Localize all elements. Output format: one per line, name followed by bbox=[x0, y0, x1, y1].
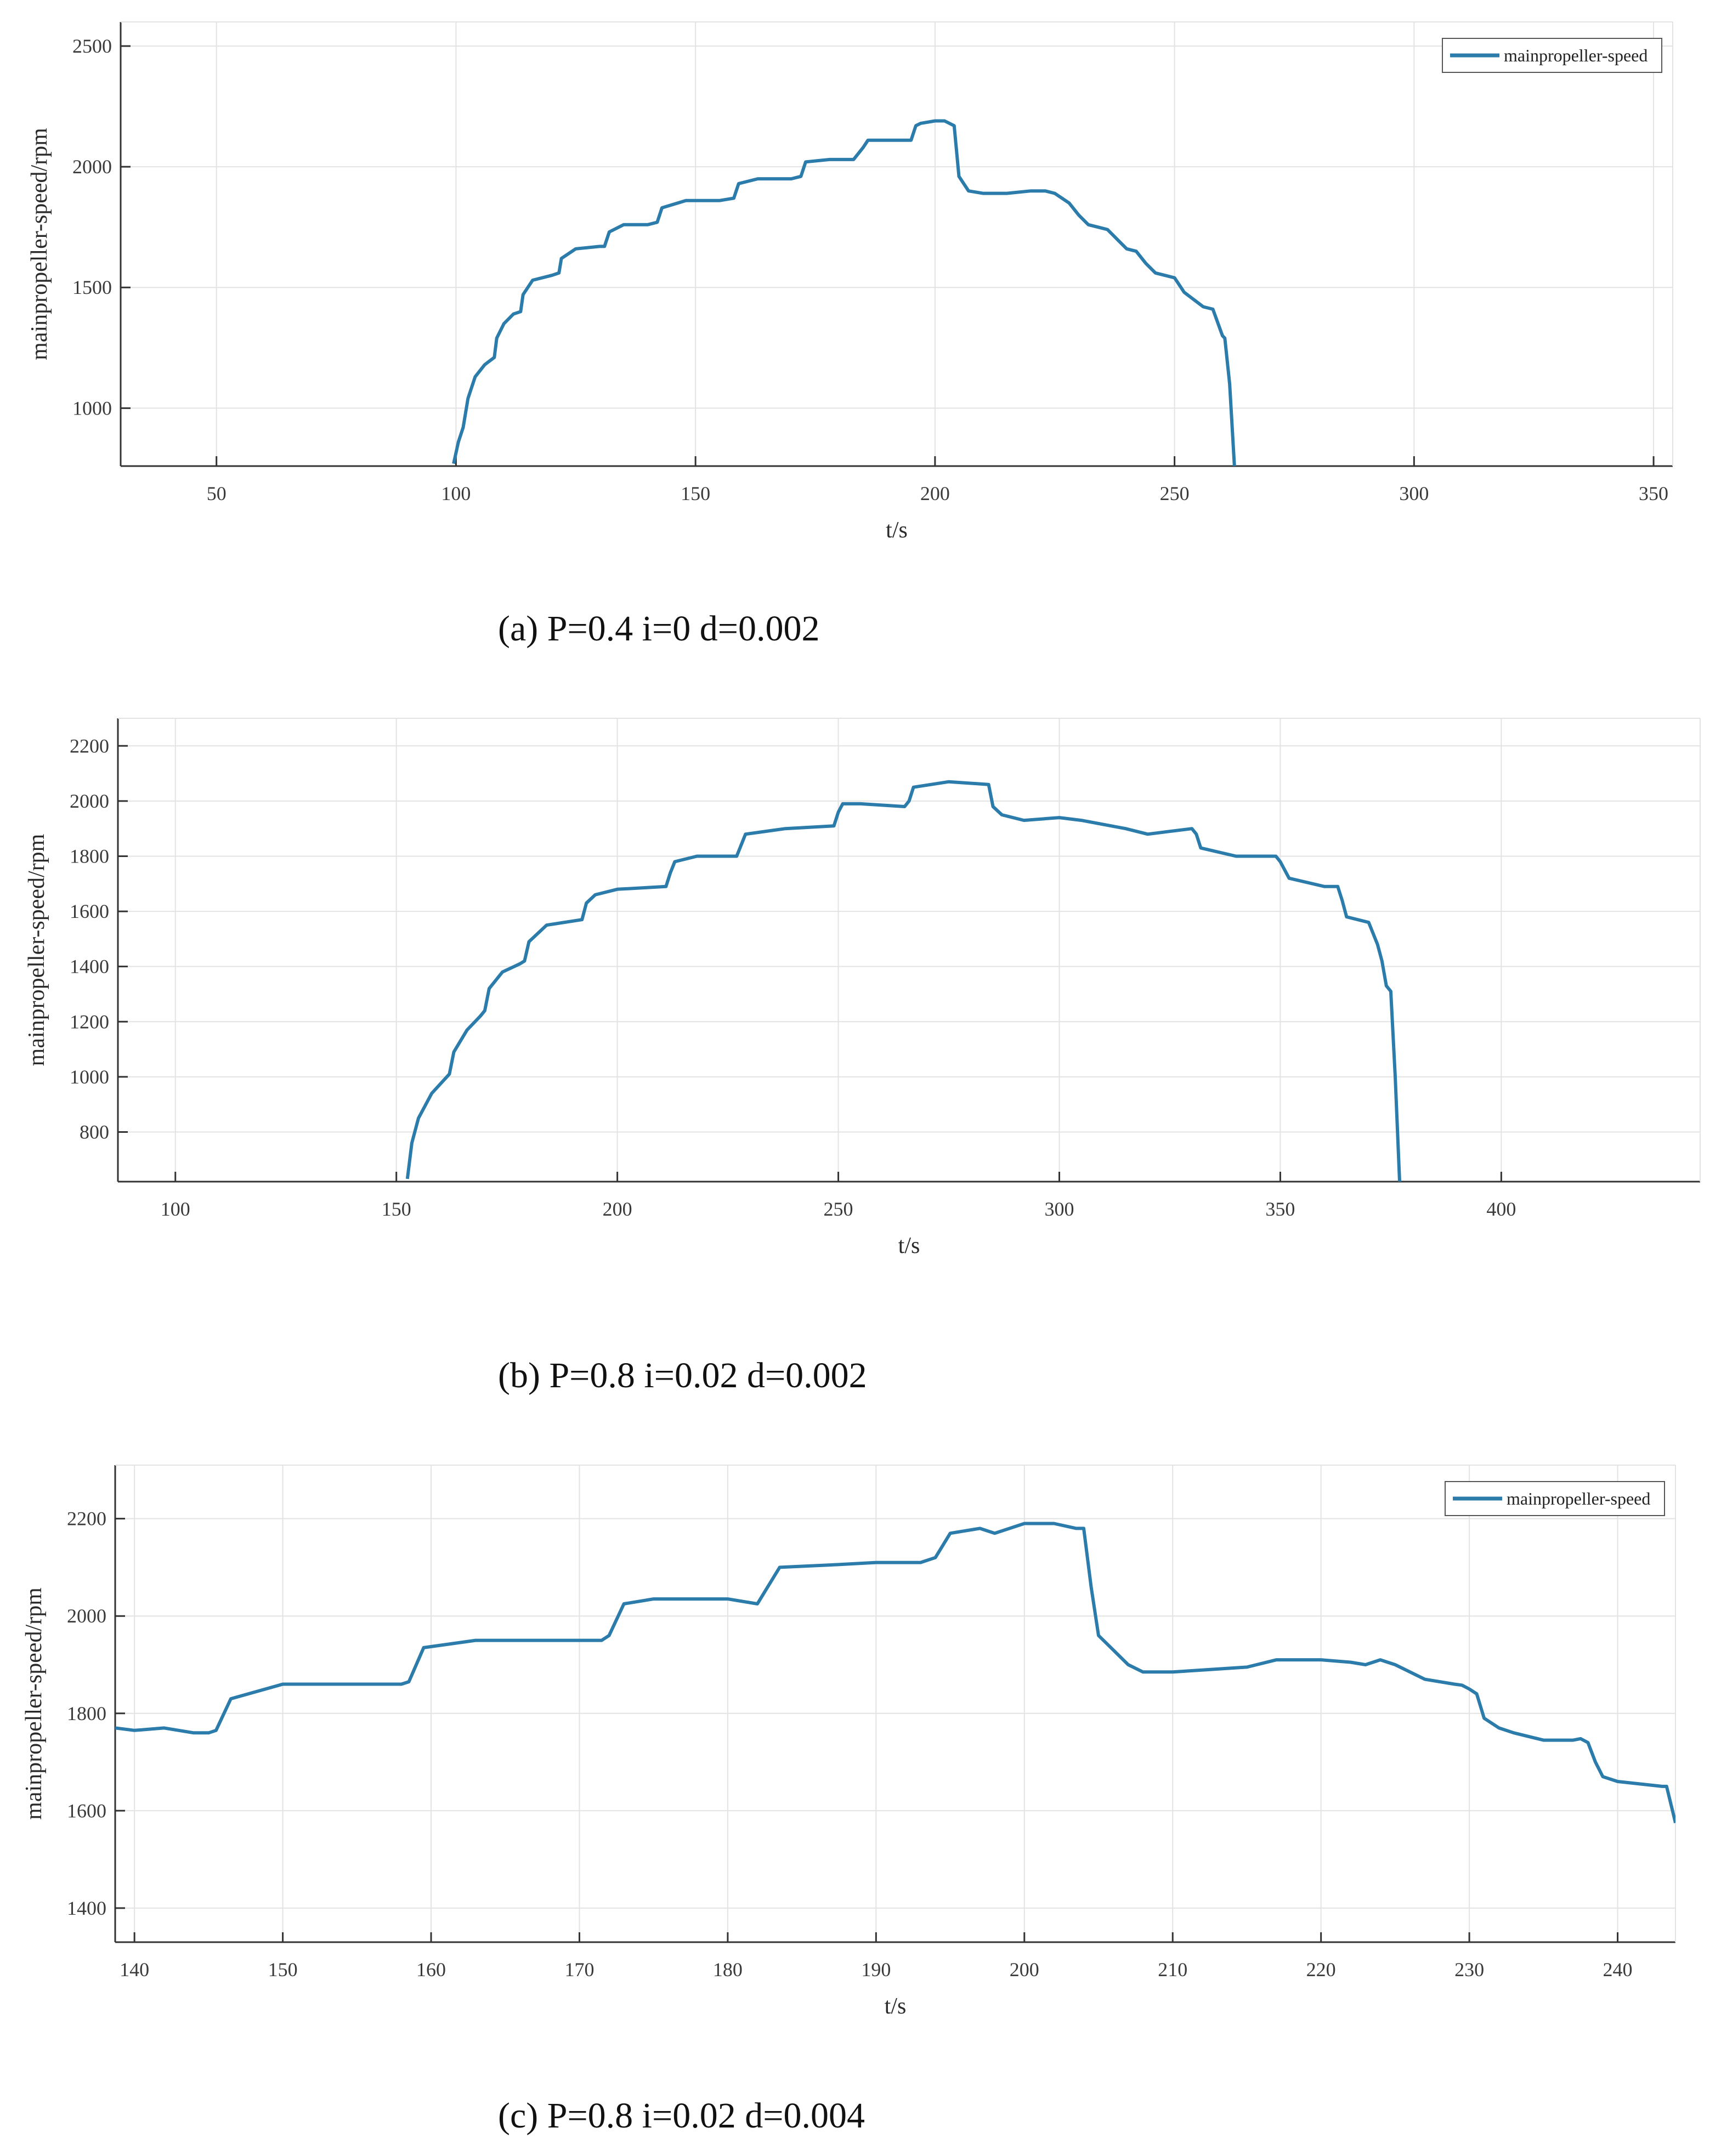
x-tick-label: 180 bbox=[713, 1959, 743, 1981]
legend-entry: mainpropeller-speed bbox=[1504, 46, 1648, 65]
x-tick-label: 230 bbox=[1454, 1959, 1484, 1981]
x-tick-label: 400 bbox=[1486, 1198, 1516, 1220]
x-tick-label: 150 bbox=[382, 1198, 411, 1220]
legend-box bbox=[1445, 1481, 1665, 1516]
x-axis-label: t/s bbox=[885, 1994, 907, 2019]
chart-panel-c: 140 150 160 170 180 190 200 210 220 230 240 1400 160… bbox=[21, 1465, 1676, 2136]
series-line-mainpropeller-speed bbox=[115, 1522, 1675, 1824]
x-tick-label: 140 bbox=[120, 1959, 149, 1981]
panel-caption: (b) P=0.8 i=0.02 d=0.002 bbox=[498, 1355, 867, 1395]
y-tick-label: 1600 bbox=[70, 900, 109, 922]
y-tick-label: 1400 bbox=[67, 1897, 106, 1919]
y-tick-label: 1800 bbox=[70, 845, 109, 867]
y-tick-label: 1000 bbox=[70, 1066, 109, 1088]
x-tick-label: 100 bbox=[441, 483, 471, 504]
x-tick-label: 100 bbox=[161, 1198, 190, 1220]
y-tick-label: 2200 bbox=[67, 1508, 106, 1530]
x-tick-label: 150 bbox=[268, 1959, 298, 1981]
x-tick-label: 150 bbox=[681, 483, 710, 504]
x-tick-label: 160 bbox=[416, 1959, 446, 1981]
x-tick-label: 250 bbox=[824, 1198, 853, 1220]
x-tick-label: 300 bbox=[1044, 1198, 1074, 1220]
y-tick-label: 1500 bbox=[72, 276, 112, 298]
x-tick-label: 350 bbox=[1639, 483, 1668, 504]
x-tick-label: 200 bbox=[1010, 1959, 1039, 1981]
y-axis-label: mainpropeller-speed/rpm bbox=[24, 833, 49, 1066]
y-tick-label: 2000 bbox=[67, 1605, 106, 1627]
y-tick-label: 2000 bbox=[70, 790, 109, 812]
x-tick-label: 210 bbox=[1158, 1959, 1187, 1981]
series-line-mainpropeller-speed bbox=[405, 780, 1401, 1182]
y-axis-label: mainpropeller-speed/rpm bbox=[21, 1587, 47, 1820]
legend-entry: mainpropeller-speed bbox=[1507, 1489, 1650, 1508]
x-axis-label: t/s bbox=[886, 518, 908, 543]
x-tick-label: 350 bbox=[1265, 1198, 1295, 1220]
x-tick-label: 250 bbox=[1160, 483, 1190, 504]
series-line-mainpropeller-speed bbox=[452, 119, 1236, 466]
y-tick-label: 800 bbox=[80, 1121, 109, 1143]
y-tick-label: 2500 bbox=[72, 35, 112, 57]
x-tick-label: 190 bbox=[861, 1959, 891, 1981]
y-tick-label: 2000 bbox=[72, 156, 112, 178]
chart-panel-a: 50 100 150 200 250 300 350 1000 1500 2000 2500 t/s m… bbox=[27, 21, 1673, 649]
y-tick-label: 1800 bbox=[67, 1703, 106, 1724]
x-tick-label: 50 bbox=[207, 483, 227, 504]
y-tick-label: 1600 bbox=[67, 1800, 106, 1822]
y-tick-label: 1400 bbox=[70, 956, 109, 978]
x-tick-label: 170 bbox=[564, 1959, 594, 1981]
y-tick-label: 1200 bbox=[70, 1011, 109, 1032]
x-tick-label: 220 bbox=[1306, 1959, 1336, 1981]
y-tick-label: 1000 bbox=[72, 397, 112, 419]
x-tick-label: 300 bbox=[1399, 483, 1429, 504]
panel-caption: (c) P=0.8 i=0.02 d=0.004 bbox=[498, 2096, 865, 2136]
panel-caption: (a) P=0.4 i=0 d=0.002 bbox=[498, 609, 819, 649]
x-tick-label: 200 bbox=[920, 483, 950, 504]
y-tick-label: 2200 bbox=[70, 735, 109, 757]
chart-panel-b: 100 150 200 250 300 350 400 800 1000 1200 1400 1600… bbox=[24, 718, 1701, 1395]
x-axis-label: t/s bbox=[898, 1233, 920, 1258]
x-tick-label: 200 bbox=[603, 1198, 632, 1220]
x-tick-label: 240 bbox=[1603, 1959, 1633, 1981]
y-axis-label: mainpropeller-speed/rpm bbox=[27, 128, 52, 360]
